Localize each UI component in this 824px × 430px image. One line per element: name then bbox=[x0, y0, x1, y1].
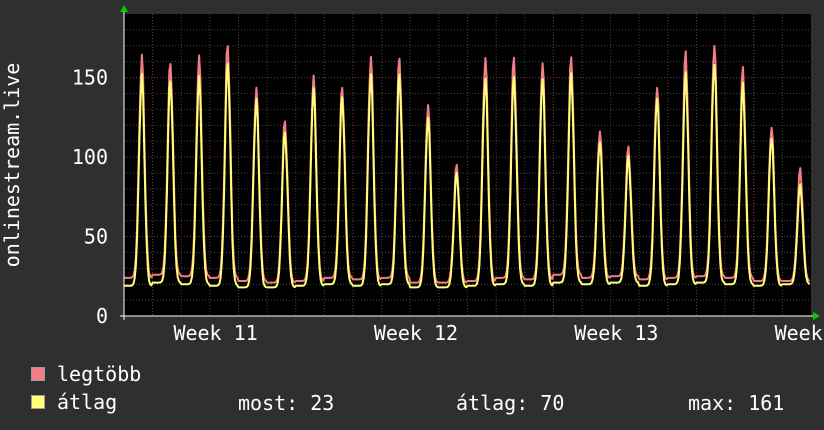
series-line-max bbox=[124, 45, 811, 284]
y-tick-label: 150 bbox=[72, 66, 108, 90]
series-lines bbox=[124, 45, 811, 289]
series-line-avg bbox=[124, 62, 811, 289]
x-tick-labels: Week 11 Week 12 Week 13 Week 14 bbox=[173, 321, 824, 345]
x-tick-label: Week 12 bbox=[374, 321, 458, 345]
axes bbox=[120, 5, 820, 320]
legend-avg-label: átlag bbox=[57, 390, 118, 414]
legend-max: legtöbb bbox=[31, 362, 142, 386]
usage-chart: 0 50 100 150 Week 11 Week 12 Week 13 Week 14 o… bbox=[0, 5, 824, 345]
max-swatch bbox=[31, 367, 45, 381]
stat-current: most: 23 bbox=[238, 391, 335, 415]
y-axis-label: onlinestream.live bbox=[0, 63, 24, 268]
x-tick-label: Week 14 bbox=[775, 321, 824, 345]
legend-max-label: legtöbb bbox=[57, 362, 142, 386]
x-tick-label: Week 13 bbox=[574, 321, 658, 345]
grid bbox=[124, 14, 811, 316]
y-tick-label: 0 bbox=[96, 304, 108, 328]
y-axis-arrow bbox=[120, 5, 128, 12]
stat-average: átlag: 70 bbox=[456, 391, 565, 415]
y-tick-label: 100 bbox=[72, 145, 108, 169]
y-tick-label: 50 bbox=[84, 225, 108, 249]
x-axis-arrow bbox=[813, 312, 820, 320]
avg-swatch bbox=[31, 395, 45, 409]
y-tick-labels: 0 50 100 150 bbox=[72, 66, 108, 328]
x-tick-label: Week 11 bbox=[173, 321, 257, 345]
legend-avg: átlag bbox=[31, 390, 118, 414]
stat-maximum: max: 161 bbox=[688, 391, 785, 415]
